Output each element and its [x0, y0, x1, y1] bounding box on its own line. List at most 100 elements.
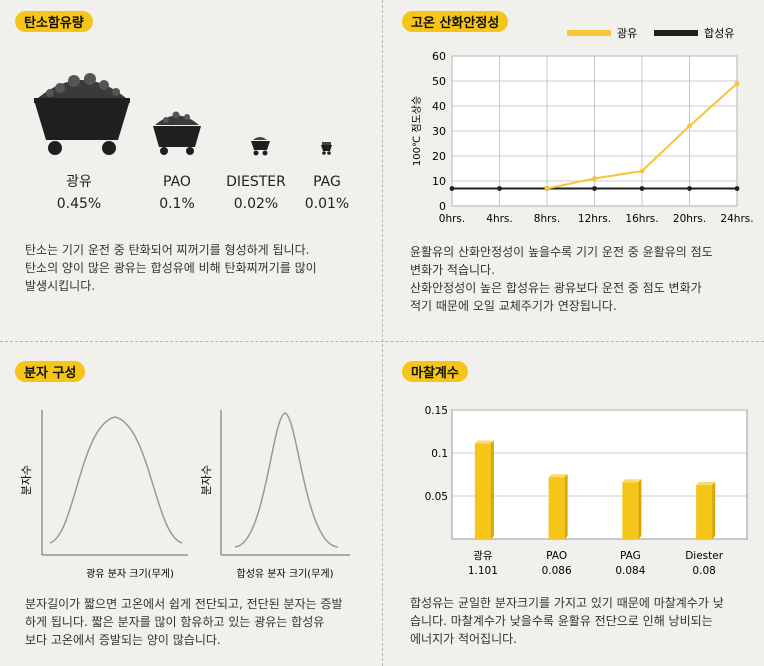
molecular-description: 분자길이가 짧으면 고온에서 쉽게 전단되고, 전단된 분자는 증발 하게 됩니… [25, 595, 365, 649]
y-tick-label: 0.05 [425, 491, 448, 503]
oxidation-desc-line: 변화가 적습니다. [410, 263, 495, 277]
data-point [449, 186, 455, 191]
molecular-desc-line: 하게 됩니다. 짧은 분자를 많이 함유하고 있는 광유는 합성유 [25, 615, 325, 629]
molecular-desc-line: 보다 고온에서 증발되는 양이 많습니다. [25, 633, 221, 647]
legend-label: 광유 [617, 27, 637, 40]
data-point [639, 186, 645, 191]
cart-icon-mineral-oil [34, 73, 130, 155]
left-ylabel: 분자수 [20, 465, 33, 495]
y-tick-label: 50 [432, 75, 446, 88]
bar-side [638, 479, 642, 539]
bar [548, 477, 565, 539]
cart-value: 0.1% [159, 196, 195, 212]
x-tick-label: 4hrs. [486, 213, 512, 225]
data-point [687, 186, 692, 191]
y-axis-label: 100℃ 점도상승 [411, 96, 423, 166]
oxidation-desc-line: 적기 때문에 오일 교체주기가 연장됩니다. [410, 299, 617, 313]
oxidation-line-chart: 0 10 20 30 40 50 60 0hrs. 4hrs. 8hrs. 12hrs. 16hrs.… [411, 27, 754, 225]
x-tick-label: 0hrs. [439, 213, 465, 225]
bar-side [712, 481, 716, 539]
data-point [592, 176, 597, 181]
oxidation-desc-line: 산화안정성이 높은 합성유는 광유보다 운전 중 점도 변화가 [410, 281, 702, 295]
data-point [497, 186, 502, 191]
cart-label-4: PAG 0.01% [292, 173, 362, 213]
cart-value: 0.01% [304, 196, 350, 212]
friction-bar-chart: 0.05 0.1 0.15 광유 1.101 PAO 0.086 PAG 0.084 Dieste… [425, 405, 748, 577]
value-label: 1.101 [468, 565, 498, 577]
y-tick-label: 0.1 [431, 448, 448, 460]
legend-label: 합성유 [704, 27, 734, 40]
cart-label-3: DIESTER 0.02% [221, 173, 291, 213]
carbon-desc-line: 발생시킵니다. [25, 279, 96, 293]
cart-value: 0.02% [233, 196, 279, 212]
molecular-distribution-chart: 분자수 광유 분자 크기(무게) 분자수 합성유 분자 크기(무게) [20, 410, 350, 580]
data-point [687, 123, 692, 129]
carbon-tag: 탄소함유량 [15, 11, 93, 32]
cart-name: PAG [313, 174, 341, 190]
oxidation-desc-line: 윤활유의 산화안정성이 높을수록 기기 운전 중 윤활유의 점도 [410, 245, 713, 259]
cart-name: 광유 [66, 174, 92, 190]
category-label: 광유 [473, 550, 493, 562]
x-tick-label: 12hrs. [578, 213, 611, 225]
cart-label-2: PAO 0.1% [142, 173, 212, 213]
y-tick-label: 0 [439, 200, 446, 213]
bar [622, 482, 639, 539]
carbon-desc-line: 탄소의 양이 많은 광유는 합성유에 비해 탄화찌꺼기를 많이 [25, 261, 317, 275]
data-point [592, 186, 597, 191]
friction-desc-line: 습니다. 마찰계수가 낮을수록 윤활유 전단으로 인해 낭비되는 [410, 614, 713, 628]
bar [696, 484, 713, 539]
y-tick-label: 40 [432, 100, 446, 113]
data-point [639, 168, 645, 174]
value-label: 0.084 [615, 565, 645, 577]
bar-top [474, 440, 494, 444]
oxidation-tag: 고온 산화안정성 [402, 11, 509, 32]
right-ylabel: 분자수 [200, 465, 213, 495]
bar-top [622, 479, 642, 483]
cart-label-1: 광유 0.45% [44, 173, 114, 213]
category-label: PAG [620, 550, 641, 562]
left-distribution-curve [49, 416, 183, 544]
y-tick-label: 0.15 [425, 405, 448, 417]
cart-icon-diester [251, 137, 270, 156]
friction-tag: 마찰계수 [402, 361, 468, 382]
bar [474, 443, 491, 539]
vertical-divider [382, 0, 383, 666]
category-label: PAO [546, 550, 567, 562]
legend-swatch [654, 30, 698, 36]
friction-description: 합성유는 균일한 분자크기를 가지고 있기 때문에 마찰계수가 낮 습니다. 마… [410, 594, 750, 648]
left-xlabel: 광유 분자 크기(무게) [86, 568, 174, 580]
x-tick-label: 16hrs. [625, 213, 658, 225]
category-label: Diester [685, 550, 724, 562]
cart-value: 0.45% [56, 196, 102, 212]
data-point [734, 81, 740, 86]
data-point [734, 186, 740, 191]
y-tick-label: 60 [432, 50, 446, 63]
y-tick-label: 20 [432, 150, 446, 163]
right-xlabel: 합성유 분자 크기(무게) [237, 568, 334, 580]
x-tick-label: 24hrs. [720, 213, 753, 225]
molecular-desc-line: 분자길이가 짧으면 고온에서 쉽게 전단되고, 전단된 분자는 증발 [25, 597, 343, 611]
molecular-tag: 분자 구성 [15, 361, 86, 382]
x-tick-label: 8hrs. [534, 213, 560, 225]
coal-carts-illustration [34, 73, 332, 156]
friction-desc-line: 합성유는 균일한 분자크기를 가지고 있기 때문에 마찰계수가 낮 [410, 596, 724, 610]
cart-name: DIESTER [226, 174, 286, 190]
legend-swatch [567, 30, 611, 36]
value-label: 0.086 [542, 565, 572, 577]
bar-top [696, 481, 716, 485]
cart-icon-pao [153, 111, 201, 155]
bar-side [564, 474, 568, 539]
data-point [544, 186, 550, 191]
value-label: 0.08 [692, 565, 715, 577]
carbon-description: 탄소는 기기 운전 중 탄화되어 찌꺼기를 형성하게 됩니다. 탄소의 양이 많… [25, 241, 365, 295]
bar-top [548, 474, 568, 478]
bar-side [490, 440, 494, 539]
y-tick-label: 30 [432, 125, 446, 138]
y-tick-label: 10 [432, 175, 446, 188]
oxidation-description: 윤활유의 산화안정성이 높을수록 기기 운전 중 윤활유의 점도 변화가 적습니… [410, 243, 750, 315]
x-tick-label: 20hrs. [673, 213, 706, 225]
friction-desc-line: 에너지가 적어집니다. [410, 632, 517, 646]
cart-name: PAO [163, 174, 191, 190]
cart-icon-pag [321, 142, 332, 155]
horizontal-divider [0, 341, 764, 342]
